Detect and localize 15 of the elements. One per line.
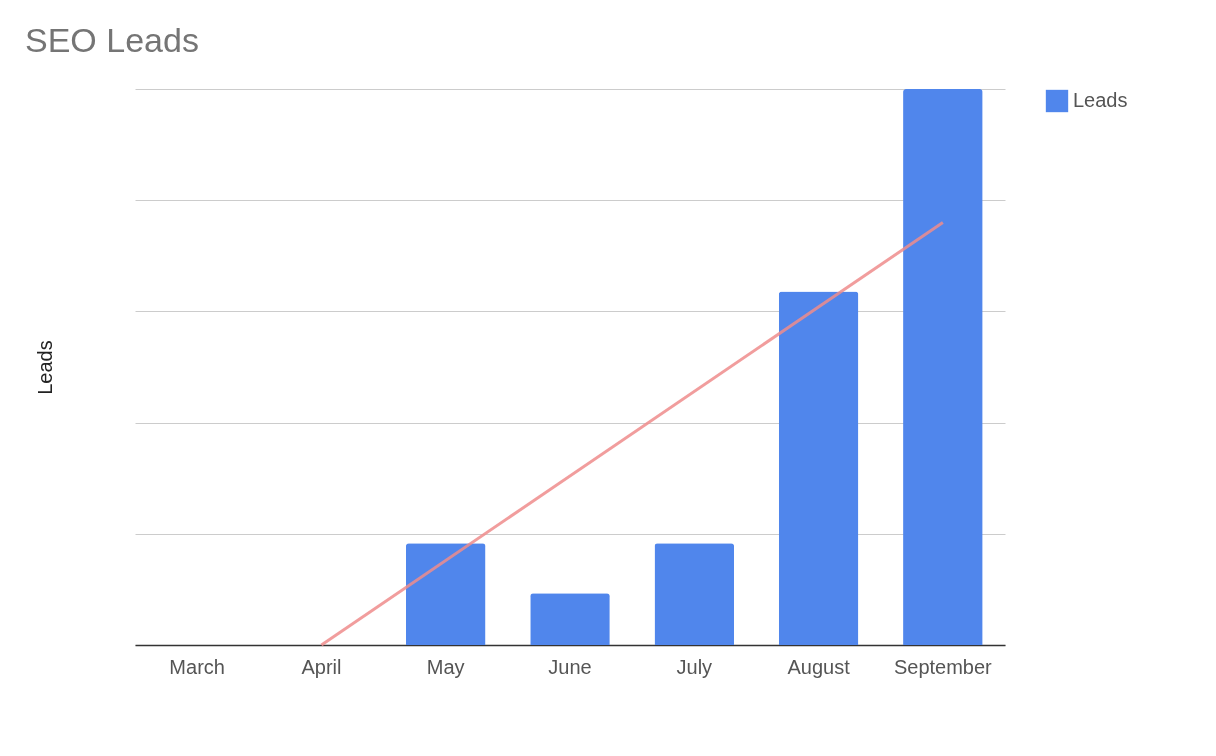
x-tick-label: May: [426, 655, 465, 678]
x-tick-label: August: [787, 655, 851, 678]
x-tick-label: March: [169, 655, 225, 678]
chart-title: SEO Leads: [25, 21, 199, 59]
bar: [654, 543, 735, 645]
x-tick-label: July: [676, 655, 713, 678]
bar: [405, 543, 486, 645]
bar: [903, 89, 983, 645]
bar: [778, 291, 859, 645]
y-axis-title: Leads: [33, 340, 56, 395]
x-tick-label: September: [893, 655, 993, 678]
bar: [530, 593, 610, 645]
legend-label: Leads: [1073, 89, 1128, 111]
x-tick-label: June: [548, 655, 592, 678]
x-tick-label: April: [301, 655, 342, 678]
